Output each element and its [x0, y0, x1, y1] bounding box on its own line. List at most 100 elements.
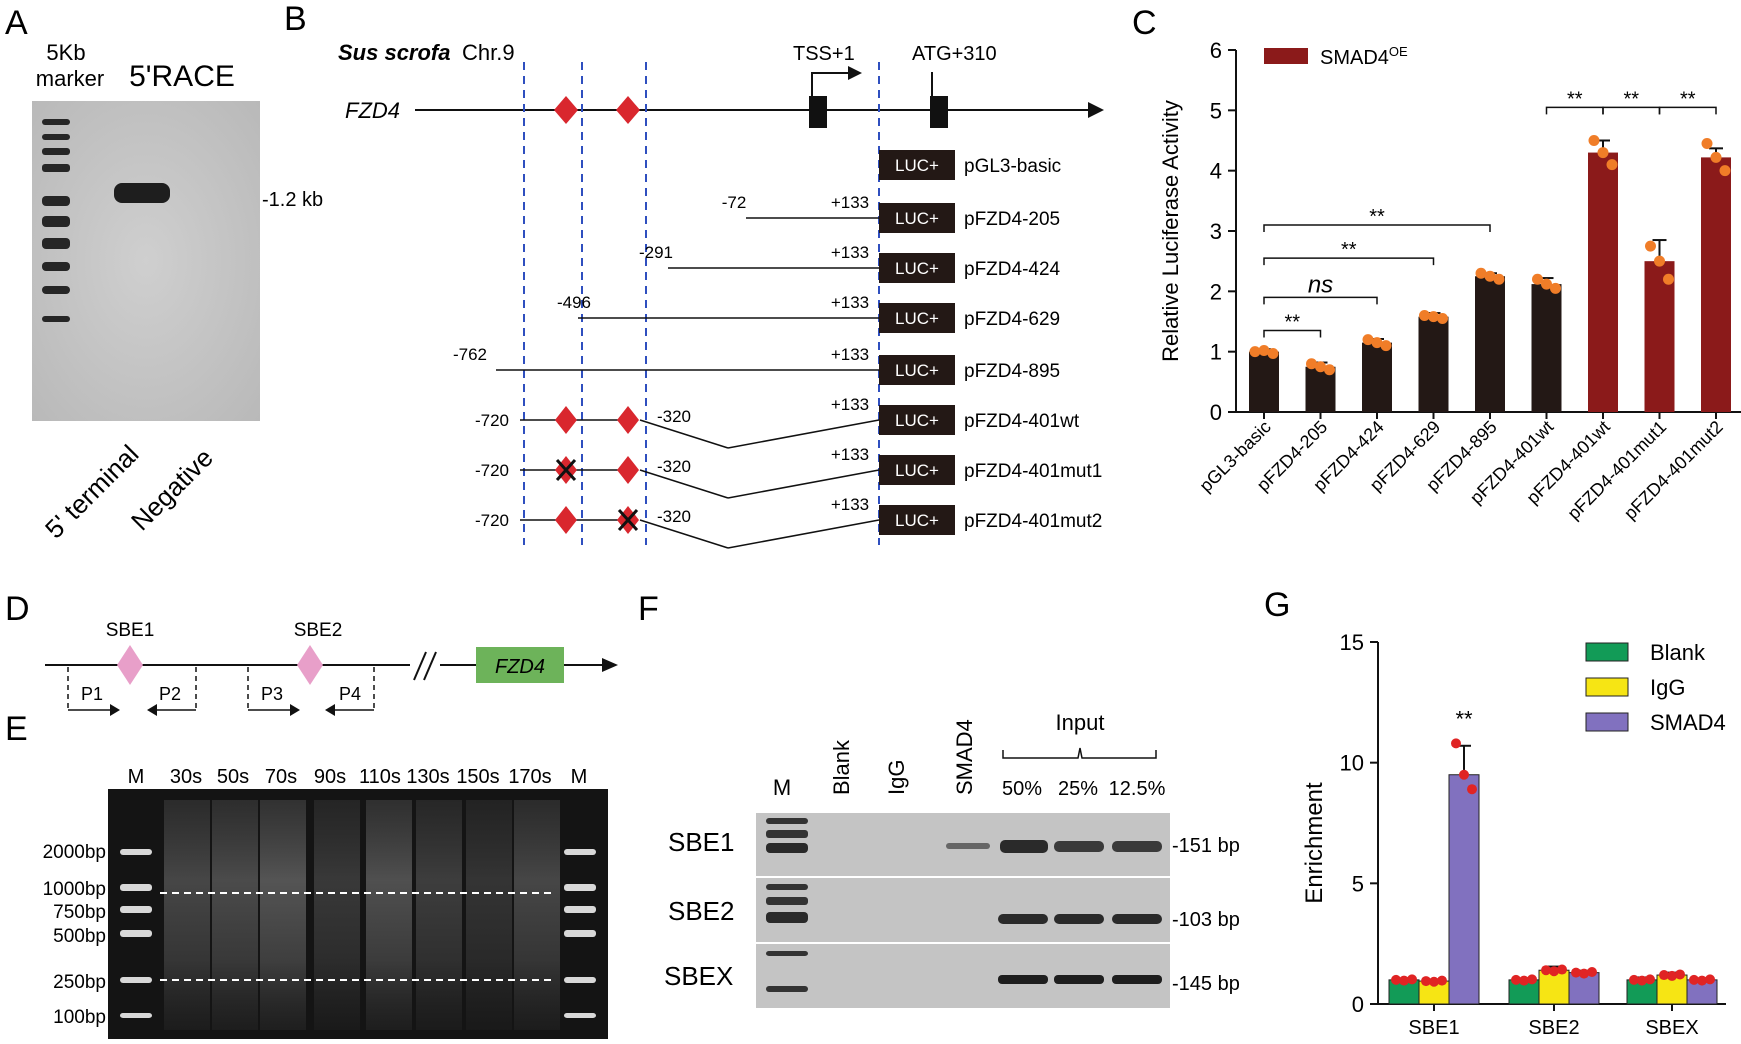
lane-label-e: 170s	[508, 766, 551, 788]
marker-label-2: marker	[36, 66, 104, 91]
construct-line	[727, 469, 880, 499]
chromosome-label: Chr.9	[462, 40, 515, 65]
construct-name: pGL3-basic	[964, 156, 1061, 177]
band-size-label: -1.2 kb	[262, 189, 323, 211]
x-tick-label: pFZD4-401mut2	[1620, 417, 1727, 524]
primer-arrow	[325, 704, 335, 716]
significance-label: **	[1567, 88, 1583, 110]
data-point	[1258, 344, 1270, 356]
primer-boxes	[67, 667, 375, 711]
legend-swatch	[1585, 677, 1629, 697]
size-label-sbex: -145 bp	[1172, 973, 1240, 995]
data-point	[1419, 309, 1430, 321]
data-point	[1710, 151, 1722, 163]
panel-d-letter: D	[5, 590, 30, 628]
y-tick-label: 2	[1210, 279, 1222, 304]
panel-a: A 5Kb marker 5'RACE -1.2 kb 5' terminal …	[5, 4, 323, 544]
panel-e: E M 30s 50s 70s 90s 110s 13	[5, 710, 608, 1039]
data-point	[1324, 364, 1335, 376]
race-label: 5'RACE	[129, 60, 235, 93]
significance-label: ns	[1308, 271, 1333, 298]
construct-row: LUC+ pFZD4-895 -762 +133	[453, 345, 1060, 385]
primer-p3: P3	[261, 684, 283, 704]
lane-label-e: 150s	[456, 766, 499, 788]
lane-smad4-f: SMAD4	[952, 719, 977, 795]
gel-f-sbe1	[756, 813, 1170, 876]
gel-e-lane-labels: M 30s 50s 70s 90s 110s 130s 150s 170s M	[128, 766, 588, 788]
panel-b: B Sus scrofa Chr.9 FZD4 TSS+1 ATG+310 LU…	[284, 0, 1104, 549]
marker-label-1: 5Kb	[46, 40, 85, 65]
data-point	[1557, 964, 1567, 975]
bar	[1418, 316, 1449, 412]
data-point	[1629, 974, 1639, 985]
bar	[1588, 152, 1618, 413]
atg-label: ATG+310	[912, 43, 997, 65]
input-lane-3: 12.5%	[1109, 778, 1166, 800]
data-point	[1587, 966, 1597, 977]
bar	[1249, 351, 1279, 412]
y-tick-label: 0	[1352, 992, 1364, 1017]
luc-label: LUC+	[895, 156, 939, 175]
construct-end: +133	[831, 395, 869, 414]
y-tick-label: 15	[1340, 630, 1364, 655]
primer-arrow	[110, 704, 120, 716]
y-tick-label: 5	[1352, 871, 1364, 896]
gel-a	[32, 101, 260, 421]
legend-swatch	[1264, 48, 1308, 64]
size-label-sbe2: -103 bp	[1172, 909, 1240, 931]
data-point	[1511, 974, 1521, 985]
luc-label: LUC+	[895, 411, 939, 430]
construct-row: LUC+ pFZD4-401mut2 -720 -320 +133	[475, 495, 1102, 549]
luc-box	[879, 203, 955, 233]
panel-d: D SBE1 SBE2 FZD4 P1 P2 P3 P4	[5, 590, 618, 716]
tss-arrow	[811, 72, 850, 96]
lane-label-e: 70s	[265, 766, 297, 788]
construct-row: LUC+ pFZD4-629 -496 +133	[557, 293, 1060, 333]
legend-label: IgG	[1650, 675, 1685, 700]
construct-row: LUC+ pFZD4-424 -291 +133	[639, 243, 1061, 283]
primer-arrow	[290, 704, 300, 716]
panel-f: F M Blank IgG SMAD4 Input 50% 25% 12.5%	[638, 590, 1240, 1008]
mutation-cross-icon	[617, 508, 639, 532]
primer-arrow	[147, 704, 157, 716]
luc-box	[879, 303, 955, 333]
significance-label: **	[1284, 312, 1300, 334]
gene-axis-arrowhead	[1088, 102, 1104, 118]
data-point	[1571, 967, 1581, 978]
data-point	[1380, 340, 1392, 352]
sbe2-diamond	[297, 645, 323, 685]
legend-label: Blank	[1650, 640, 1706, 665]
marker-label-e: 750bp	[53, 902, 106, 923]
construct-name: pFZD4-401wt	[964, 411, 1080, 432]
construct-line	[727, 519, 880, 549]
luc-label: LUC+	[895, 461, 939, 480]
fzd4-box	[476, 647, 564, 683]
size-label-sbe1: -151 bp	[1172, 835, 1240, 857]
sbe-diamond	[554, 96, 578, 124]
x-tick-label: pFZD4-401mut1	[1564, 417, 1671, 524]
construct-mid: -320	[657, 507, 691, 526]
data-point	[1597, 147, 1609, 159]
construct-name: pFZD4-401mut1	[964, 461, 1102, 482]
data-point	[1459, 769, 1469, 780]
significance-label: **	[1623, 88, 1639, 110]
data-point	[1429, 976, 1439, 987]
tss-arrowhead	[848, 66, 862, 80]
gene-axis-d-arrowhead	[602, 658, 618, 672]
significance-label: **	[1341, 239, 1357, 261]
sbe-diamond	[617, 456, 639, 484]
data-point	[1527, 974, 1537, 985]
data-point	[1659, 970, 1669, 981]
data-point	[1667, 970, 1677, 981]
construct-line	[639, 419, 729, 449]
construct-row: LUC+ pFZD4-205 -72 +133	[722, 193, 1060, 233]
luc-box	[879, 150, 955, 180]
lane-label-e: 90s	[314, 766, 346, 788]
data-point	[1519, 975, 1529, 986]
data-point	[1697, 975, 1707, 986]
construct-row: LUC+ pFZD4-401wt -720 -320 +133	[475, 395, 1080, 449]
luc-box	[879, 405, 955, 435]
y-tick-label: 4	[1210, 159, 1222, 184]
marker-label-e: 500bp	[53, 926, 106, 947]
